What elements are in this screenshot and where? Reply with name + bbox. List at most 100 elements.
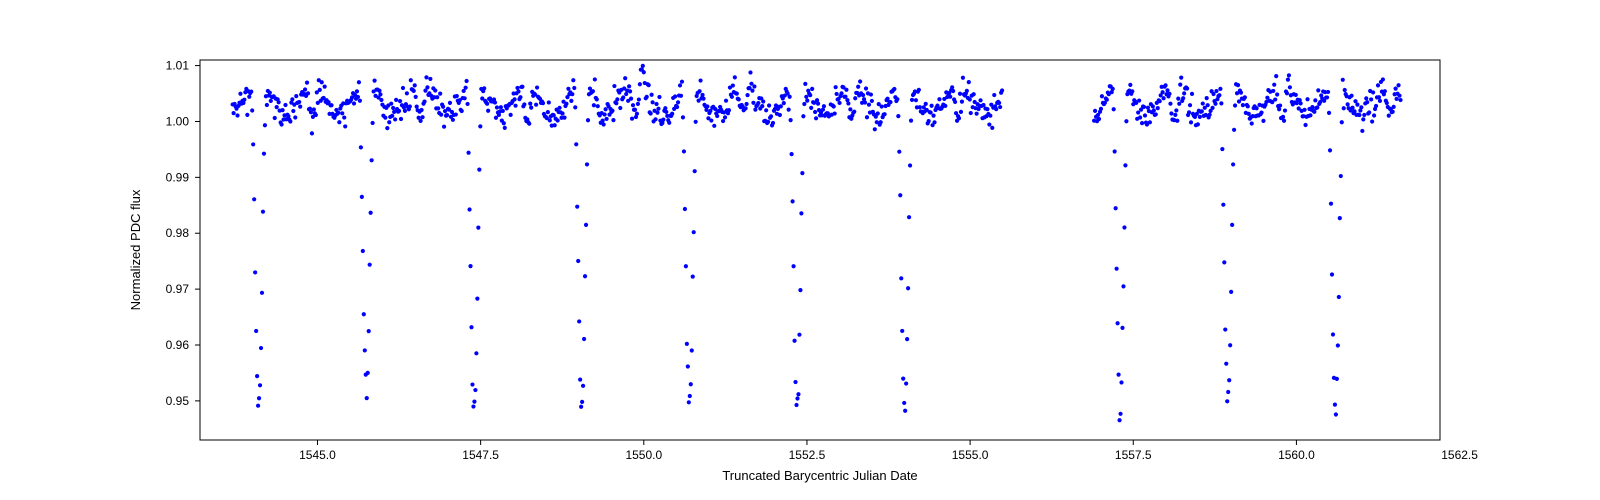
data-point (503, 126, 507, 130)
data-point (564, 102, 568, 106)
data-point (1116, 321, 1120, 325)
data-point (633, 108, 637, 112)
data-point (846, 101, 850, 105)
data-point (693, 169, 697, 173)
data-point (688, 394, 692, 398)
data-point (1394, 87, 1398, 91)
data-point (1310, 105, 1314, 109)
data-point (516, 89, 520, 93)
data-point (361, 249, 365, 253)
data-point (232, 111, 236, 115)
data-point (389, 102, 393, 106)
data-point (474, 351, 478, 355)
data-point (257, 396, 261, 400)
data-point (635, 112, 639, 116)
data-point (1352, 109, 1356, 113)
data-point (663, 106, 667, 110)
data-point (1275, 92, 1279, 96)
data-point (1176, 97, 1180, 101)
data-point (835, 92, 839, 96)
x-tick-label: 1550.0 (625, 448, 662, 462)
data-point (1220, 147, 1224, 151)
data-point (1395, 97, 1399, 101)
data-point (529, 106, 533, 110)
data-point (580, 400, 584, 404)
data-point (848, 107, 852, 111)
data-point (627, 84, 631, 88)
data-point (810, 87, 814, 91)
data-point (275, 105, 279, 109)
data-point (363, 348, 367, 352)
data-point (340, 111, 344, 115)
data-point (560, 111, 564, 115)
data-point (460, 109, 464, 113)
data-point (1208, 113, 1212, 117)
data-point (686, 364, 690, 368)
data-point (1385, 101, 1389, 105)
data-point (367, 329, 371, 333)
data-point (592, 103, 596, 107)
data-point (293, 115, 297, 119)
data-point (680, 80, 684, 84)
data-point (782, 101, 786, 105)
data-point (1325, 95, 1329, 99)
data-point (1241, 103, 1245, 107)
data-point (454, 112, 458, 116)
data-point (951, 89, 955, 93)
data-point (1151, 104, 1155, 108)
data-point (1327, 111, 1331, 115)
data-point (451, 118, 455, 122)
data-point (748, 70, 752, 74)
data-point (310, 131, 314, 135)
data-point (610, 109, 614, 113)
data-point (1330, 272, 1334, 276)
data-point (556, 118, 560, 122)
data-point (1299, 101, 1303, 105)
data-point (1229, 290, 1233, 294)
data-point (477, 168, 481, 172)
data-point (967, 80, 971, 84)
data-point (910, 98, 914, 102)
data-point (582, 337, 586, 341)
data-point (1105, 98, 1109, 102)
data-point (420, 115, 424, 119)
data-point (694, 120, 698, 124)
data-point (468, 264, 472, 268)
data-point (685, 342, 689, 346)
data-point (1243, 95, 1247, 99)
data-point (263, 123, 267, 127)
data-point (1287, 73, 1291, 77)
data-point (798, 288, 802, 292)
data-point (541, 101, 545, 105)
data-point (1397, 94, 1401, 98)
data-point (789, 118, 793, 122)
data-point (336, 111, 340, 115)
data-point (418, 119, 422, 123)
x-tick-label: 1547.5 (462, 448, 499, 462)
data-point (401, 86, 405, 90)
data-point (611, 118, 615, 122)
data-point (528, 102, 532, 106)
data-point (1282, 119, 1286, 123)
data-point (822, 104, 826, 108)
data-point (1163, 83, 1167, 87)
data-point (249, 90, 253, 94)
data-point (657, 95, 661, 99)
data-point (1286, 78, 1290, 82)
data-point (1138, 115, 1142, 119)
data-point (863, 100, 867, 104)
data-point (412, 89, 416, 93)
data-point (709, 118, 713, 122)
data-point (960, 100, 964, 104)
data-point (1226, 390, 1230, 394)
data-point (1383, 89, 1387, 93)
data-point (1116, 373, 1120, 377)
data-point (1272, 83, 1276, 87)
data-point (1250, 121, 1254, 125)
data-point (958, 92, 962, 96)
data-point (931, 114, 935, 118)
data-point (905, 337, 909, 341)
data-point (673, 94, 677, 98)
data-point (833, 111, 837, 115)
data-point (1349, 94, 1353, 98)
